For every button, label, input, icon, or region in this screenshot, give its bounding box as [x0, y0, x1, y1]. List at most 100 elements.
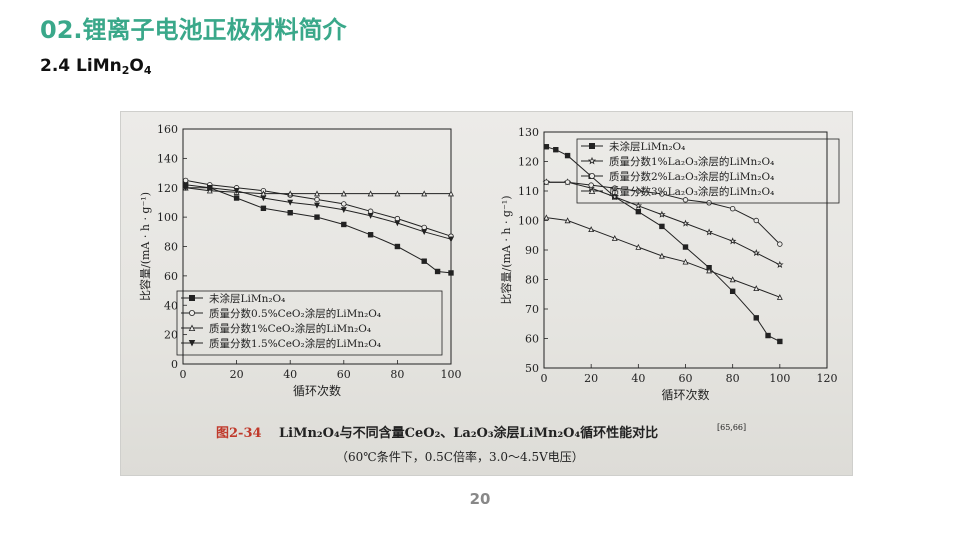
data-point: [287, 210, 293, 216]
data-point: [367, 190, 374, 197]
legend-label: 质量分数1.5%CeO₂涂层的LiMn₂O₄: [209, 337, 381, 350]
data-point: [588, 182, 594, 188]
data-point: [367, 232, 374, 238]
y-tick-label: 70: [525, 303, 539, 316]
y-tick-label: 20: [164, 329, 178, 342]
legend-label: 质量分数1%La₂O₃涂层的LiMn₂O₄: [609, 155, 774, 168]
data-point: [777, 241, 783, 247]
data-point: [182, 185, 189, 191]
y-tick-label: 80: [164, 241, 178, 254]
caption-line2: （60℃条件下，0.5C倍率，3.0～4.5V电压）: [336, 449, 584, 464]
y-tick-label: 110: [518, 185, 539, 198]
data-point: [610, 192, 619, 201]
y-tick-label: 90: [525, 244, 539, 257]
x-tick-label: 100: [769, 372, 790, 385]
data-point: [421, 190, 428, 197]
data-point: [367, 212, 374, 219]
legend-label: 质量分数1%CeO₂涂层的LiMn₂O₄: [209, 322, 371, 335]
legend-frame: [576, 138, 840, 204]
x-tick-label: 100: [441, 368, 462, 381]
x-tick-label: 80: [390, 368, 404, 381]
legend-marker: [587, 156, 597, 165]
data-point: [367, 208, 374, 214]
data-point: [776, 260, 784, 268]
y-tick-label: 60: [164, 270, 178, 283]
data-point: [206, 185, 213, 191]
data-point: [448, 190, 454, 197]
legend-marker: [588, 187, 596, 194]
data-point: [659, 191, 665, 197]
x-tick-label: 20: [230, 368, 244, 381]
data-point: [729, 276, 736, 283]
data-point: [728, 237, 737, 245]
data-point: [182, 177, 189, 184]
legend-marker: [188, 324, 196, 332]
data-point: [611, 235, 618, 241]
data-point: [434, 268, 441, 275]
data-point: [682, 258, 689, 265]
data-point: [260, 205, 267, 212]
legend-marker: [588, 142, 595, 149]
data-point: [314, 196, 320, 203]
section-title: 2.4 LiMn2O4: [40, 56, 151, 77]
figure-svg: 0 20 40 60 80 100 0 20 40 60 80 100 120 140 160 循环次数 比容量…: [138, 123, 840, 464]
x-tick-label: 20: [584, 372, 598, 385]
y-tick-label: 60: [525, 333, 539, 346]
page-number: 20: [469, 490, 491, 508]
y-tick-label: 100: [157, 211, 178, 224]
data-point: [659, 223, 665, 230]
figure-photo: 0 20 40 60 80 100 0 20 40 60 80 100 120 140 160 循环次数 比容量…: [120, 111, 853, 476]
data-point: [448, 236, 454, 243]
section-title-sub1: 2: [121, 64, 130, 77]
data-point: [421, 258, 427, 264]
data-point: [394, 190, 401, 197]
data-point: [553, 147, 559, 153]
data-point: [635, 243, 642, 250]
x-tick-label: 60: [679, 372, 693, 385]
y-tick-label: 120: [518, 156, 539, 169]
data-point: [341, 221, 347, 228]
data-point: [612, 185, 618, 191]
data-point: [233, 187, 240, 194]
chart-left: 0 20 40 60 80 100 0 20 40 60 80 100 120 140 160 循环次数 比容量…: [138, 123, 462, 398]
legend-label: 质量分数2%La₂O₃涂层的LiMn₂O₄: [609, 170, 774, 183]
y-tick-label: 40: [164, 299, 178, 312]
data-point: [448, 270, 454, 276]
x-axis-label: 循环次数: [293, 383, 341, 398]
data-point: [233, 195, 240, 201]
data-point: [752, 249, 761, 257]
y-tick-label: 80: [525, 274, 539, 287]
data-point: [287, 190, 294, 197]
data-point: [705, 228, 713, 236]
y-tick-label: 120: [157, 182, 178, 195]
data-point: [314, 190, 320, 197]
x-tick-label: 40: [283, 368, 297, 381]
x-tick-label: 40: [631, 372, 645, 385]
data-point: [753, 217, 759, 224]
data-point: [564, 179, 571, 185]
data-point: [394, 215, 401, 222]
legend-marker: [189, 309, 196, 316]
data-point: [729, 288, 736, 294]
legend-label: 未涂层LiMn₂O₄: [609, 140, 685, 153]
data-point: [260, 195, 267, 202]
y-tick-label: 100: [518, 215, 539, 228]
data-point: [394, 220, 401, 227]
x-tick-label: 0: [541, 372, 548, 385]
data-point: [421, 224, 427, 231]
data-point: [564, 217, 571, 224]
data-point: [753, 315, 759, 321]
legend-label: 未涂层LiMn₂O₄: [209, 292, 285, 305]
data-point: [588, 226, 595, 233]
y-tick-label: 140: [157, 152, 178, 165]
data-point: [777, 338, 783, 345]
legend-frame: [176, 290, 443, 356]
data-point: [421, 229, 428, 236]
data-point: [543, 144, 550, 150]
x-tick-label: 0: [180, 368, 187, 381]
chart-right: 0 20 40 60 80 100 120 50 60 70 80 90 100 110 120 130 循环次…: [499, 126, 840, 402]
series-line-3: [185, 187, 451, 195]
data-point: [564, 152, 571, 159]
caption-fig-label: 图2-34: [216, 426, 262, 441]
slide-title: 02.锂离子电池正极材料简介: [40, 16, 347, 44]
